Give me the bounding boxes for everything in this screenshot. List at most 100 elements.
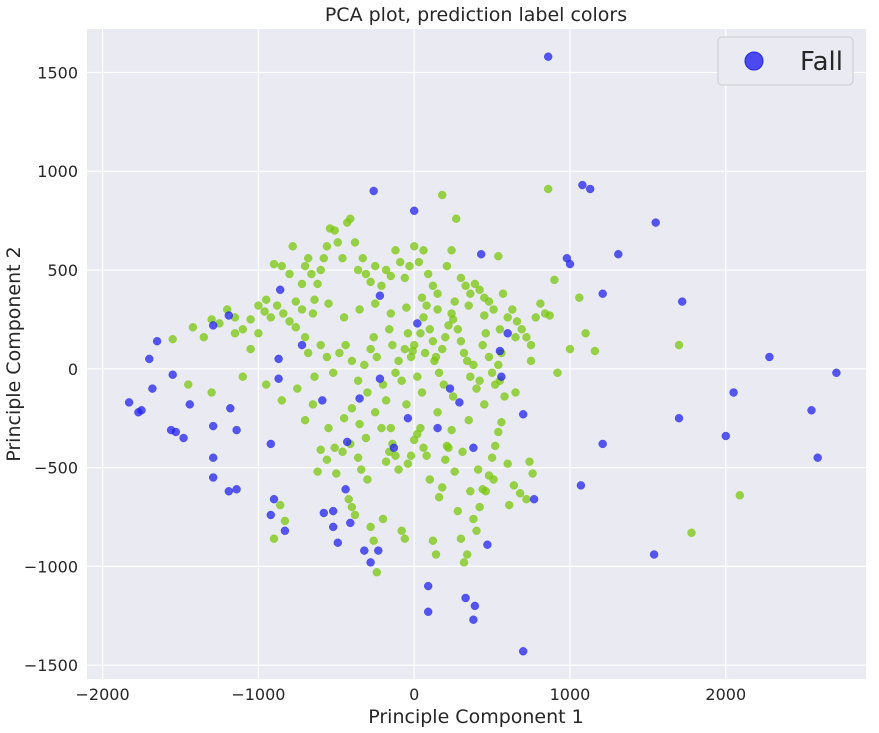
point-other — [277, 396, 287, 405]
point-other — [437, 190, 447, 200]
point-fall — [171, 427, 181, 437]
point-other — [466, 372, 475, 381]
point-other — [324, 423, 333, 433]
point-other — [433, 305, 442, 314]
legend: Fall — [717, 36, 854, 86]
point-other — [400, 344, 410, 354]
point-other — [369, 332, 378, 342]
point-other — [419, 246, 428, 255]
point-other — [246, 344, 255, 354]
point-other — [475, 502, 484, 512]
point-other — [381, 265, 391, 275]
point-other — [422, 451, 431, 460]
y-tick-label: −1500 — [24, 656, 78, 675]
point-fall — [423, 581, 433, 591]
point-other — [473, 465, 483, 474]
point-fall — [179, 433, 188, 443]
point-other — [275, 500, 285, 510]
point-other — [310, 372, 319, 381]
point-other — [335, 348, 344, 358]
point-fall — [518, 410, 528, 419]
point-other — [303, 253, 313, 263]
point-fall — [651, 218, 660, 227]
point-other — [526, 356, 536, 366]
point-other — [406, 451, 416, 460]
point-other — [480, 311, 489, 320]
point-other — [441, 332, 450, 342]
point-other — [269, 534, 279, 543]
point-other — [372, 568, 382, 577]
point-other — [346, 214, 355, 223]
point-other — [453, 506, 463, 516]
point-other — [450, 467, 459, 476]
point-fall — [274, 374, 283, 383]
point-other — [536, 299, 545, 308]
point-other — [425, 475, 435, 484]
point-other — [456, 534, 466, 543]
point-other — [395, 257, 405, 267]
point-fall — [813, 453, 822, 462]
point-fall — [476, 249, 486, 259]
point-other — [313, 279, 322, 289]
point-other — [260, 307, 269, 316]
point-fall — [565, 259, 575, 269]
point-other — [370, 299, 380, 308]
point-fall — [266, 510, 276, 520]
point-other — [590, 346, 600, 356]
point-other — [405, 261, 414, 271]
point-fall — [807, 406, 816, 415]
point-other — [441, 455, 450, 464]
gridlines — [87, 29, 866, 679]
point-other — [494, 251, 503, 261]
point-other — [456, 336, 466, 346]
point-fall — [461, 593, 470, 603]
point-other — [322, 242, 332, 251]
point-other — [303, 348, 313, 358]
point-other — [316, 340, 325, 350]
point-other — [230, 329, 240, 338]
point-fall — [342, 437, 352, 447]
point-other — [437, 483, 447, 492]
point-other — [358, 253, 368, 263]
point-fall — [832, 368, 841, 378]
point-other — [402, 303, 411, 312]
point-other — [508, 305, 517, 314]
point-other — [447, 246, 456, 255]
point-other — [319, 253, 329, 263]
point-other — [360, 360, 369, 370]
point-other — [550, 275, 559, 285]
point-other — [361, 433, 371, 443]
point-other — [481, 329, 491, 338]
point-fall — [497, 372, 506, 381]
point-other — [300, 415, 310, 425]
point-other — [425, 325, 435, 334]
point-fall — [297, 340, 307, 350]
point-other — [451, 214, 461, 223]
y-tick-label: 500 — [47, 261, 78, 280]
point-other — [458, 447, 467, 457]
point-other — [381, 457, 391, 466]
point-fall — [333, 538, 343, 547]
legend-marker-fall — [744, 51, 764, 71]
point-other — [453, 325, 463, 334]
point-other — [484, 352, 494, 362]
point-other — [472, 384, 481, 393]
y-axis-label: Principle Component 2 — [3, 246, 25, 462]
point-other — [403, 459, 413, 468]
point-fall — [470, 601, 480, 611]
point-other — [353, 453, 363, 462]
point-other — [266, 313, 276, 322]
point-other — [353, 376, 363, 385]
point-other — [369, 536, 378, 545]
point-other — [472, 526, 481, 536]
point-other — [735, 491, 745, 500]
point-other — [386, 423, 396, 433]
point-other — [338, 253, 347, 263]
point-other — [307, 269, 316, 279]
point-fall — [403, 413, 413, 423]
point-fall — [423, 607, 433, 617]
point-other — [391, 368, 400, 378]
point-fall — [374, 546, 383, 555]
point-other — [400, 534, 410, 543]
